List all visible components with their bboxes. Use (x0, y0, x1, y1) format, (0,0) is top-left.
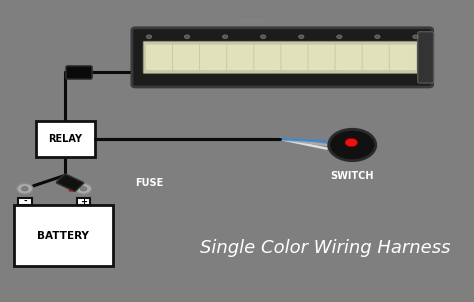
FancyBboxPatch shape (254, 45, 281, 70)
Circle shape (22, 187, 28, 191)
Circle shape (337, 35, 342, 39)
FancyBboxPatch shape (132, 28, 433, 87)
Circle shape (375, 35, 380, 39)
Circle shape (184, 35, 190, 39)
Circle shape (222, 35, 228, 39)
FancyBboxPatch shape (309, 45, 335, 70)
Text: Single Color Wiring Harness: Single Color Wiring Harness (200, 239, 450, 257)
Text: -: - (23, 197, 27, 206)
Text: FUSE: FUSE (136, 178, 164, 188)
Text: RELAY: RELAY (48, 134, 82, 144)
Circle shape (345, 138, 358, 147)
Circle shape (261, 35, 266, 39)
FancyBboxPatch shape (418, 32, 434, 83)
FancyBboxPatch shape (146, 45, 172, 70)
Text: SWITCH: SWITCH (330, 171, 374, 181)
FancyBboxPatch shape (336, 45, 362, 70)
FancyBboxPatch shape (390, 45, 416, 70)
FancyBboxPatch shape (282, 45, 308, 70)
FancyBboxPatch shape (200, 45, 226, 70)
FancyBboxPatch shape (66, 66, 92, 79)
FancyBboxPatch shape (363, 45, 389, 70)
Text: +: + (80, 197, 87, 206)
Text: PURELUX: PURELUX (240, 19, 265, 24)
Text: BATTERY: BATTERY (37, 230, 89, 241)
Circle shape (329, 129, 376, 161)
Circle shape (17, 183, 33, 194)
FancyBboxPatch shape (173, 45, 199, 70)
FancyBboxPatch shape (18, 198, 32, 205)
FancyBboxPatch shape (227, 45, 253, 70)
Circle shape (146, 35, 152, 39)
FancyBboxPatch shape (77, 198, 91, 205)
FancyBboxPatch shape (36, 121, 95, 157)
FancyBboxPatch shape (56, 174, 84, 191)
Circle shape (75, 183, 91, 194)
FancyBboxPatch shape (143, 41, 421, 73)
Circle shape (299, 35, 304, 39)
Circle shape (413, 35, 418, 39)
FancyBboxPatch shape (14, 205, 113, 266)
Circle shape (81, 187, 87, 191)
